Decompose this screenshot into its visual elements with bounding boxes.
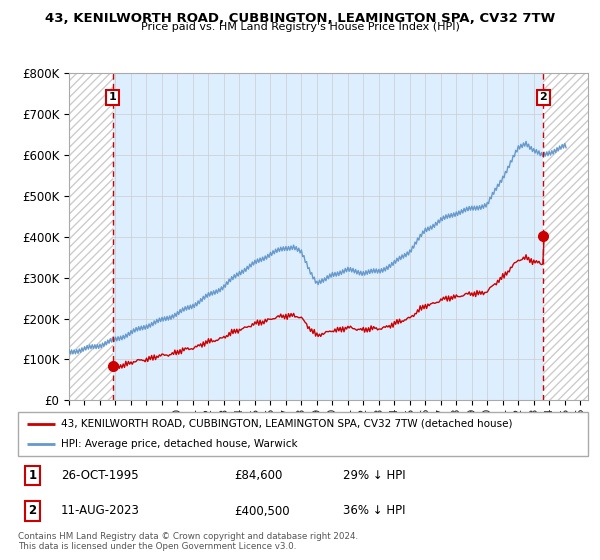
Text: HPI: Average price, detached house, Warwick: HPI: Average price, detached house, Warw… [61,439,298,449]
Text: 1: 1 [109,92,117,102]
Text: £84,600: £84,600 [235,469,283,482]
Text: Price paid vs. HM Land Registry's House Price Index (HPI): Price paid vs. HM Land Registry's House … [140,22,460,32]
Text: 43, KENILWORTH ROAD, CUBBINGTON, LEAMINGTON SPA, CV32 7TW: 43, KENILWORTH ROAD, CUBBINGTON, LEAMING… [45,12,555,25]
Text: Contains HM Land Registry data © Crown copyright and database right 2024.
This d: Contains HM Land Registry data © Crown c… [18,532,358,552]
Text: 11-AUG-2023: 11-AUG-2023 [61,505,140,517]
Bar [544,73,588,400]
Text: 36% ↓ HPI: 36% ↓ HPI [343,505,406,517]
Bar [69,73,113,400]
Text: 26-OCT-1995: 26-OCT-1995 [61,469,139,482]
Text: 2: 2 [539,92,547,102]
Text: 43, KENILWORTH ROAD, CUBBINGTON, LEAMINGTON SPA, CV32 7TW (detached house): 43, KENILWORTH ROAD, CUBBINGTON, LEAMING… [61,419,512,429]
Text: 1: 1 [28,469,37,482]
Text: £400,500: £400,500 [235,505,290,517]
Text: 2: 2 [28,505,37,517]
Text: 29% ↓ HPI: 29% ↓ HPI [343,469,406,482]
